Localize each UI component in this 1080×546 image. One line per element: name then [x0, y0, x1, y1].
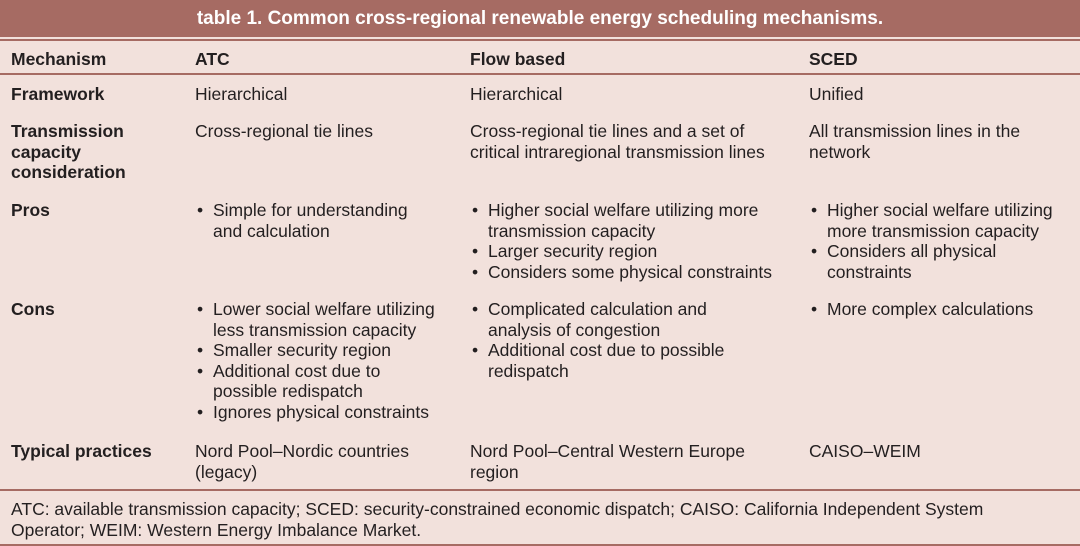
header-flow-based: Flow based: [470, 49, 566, 69]
row-label: Framework: [11, 84, 105, 104]
header-sced: SCED: [809, 49, 858, 69]
list-item: Higher social welfare utilizing moretran…: [470, 200, 772, 241]
cell-atc: Nord Pool–Nordic countries (legacy): [195, 441, 409, 482]
row-label: Cons: [11, 299, 55, 319]
list-item: Larger security region: [470, 241, 772, 262]
cell-flow-based: Higher social welfare utilizing moretran…: [470, 200, 772, 282]
list-item: Additional cost due to possibleredispatc…: [470, 340, 724, 381]
list-item: More complex calculations: [809, 299, 1033, 320]
cell-sced: More complex calculations: [809, 299, 1033, 320]
cell-flow-based: Nord Pool–Central Western Europe region: [470, 441, 745, 482]
table-footnote: ATC: available transmission capacity; SC…: [0, 489, 1080, 546]
cell-atc: Hierarchical: [195, 84, 288, 104]
row-label: Pros: [11, 200, 50, 220]
row-label: Transmission capacity consideration: [11, 121, 126, 182]
list-item: Ignores physical constraints: [195, 402, 435, 423]
cell-sced: Unified: [809, 84, 864, 104]
row-label: Typical practices: [11, 441, 152, 461]
header-mechanism: Mechanism: [11, 49, 107, 69]
cell-flow-based: Hierarchical: [470, 84, 563, 104]
bottom-rule: [0, 544, 1080, 546]
table-header-row: Mechanism ATC Flow based SCED: [0, 39, 1080, 75]
cell-sced: CAISO–WEIM: [809, 441, 921, 461]
list-item: Smaller security region: [195, 340, 435, 361]
table-title: table 1. Common cross-regional renewable…: [0, 0, 1080, 37]
cell-sced: All transmission lines in the network: [809, 121, 1021, 162]
cell-atc: Cross-regional tie lines: [195, 121, 373, 141]
cell-flow-based: Cross-regional tie lines and a set of cr…: [470, 121, 765, 162]
header-atc: ATC: [195, 49, 230, 69]
list-item: Considers some physical constraints: [470, 262, 772, 283]
